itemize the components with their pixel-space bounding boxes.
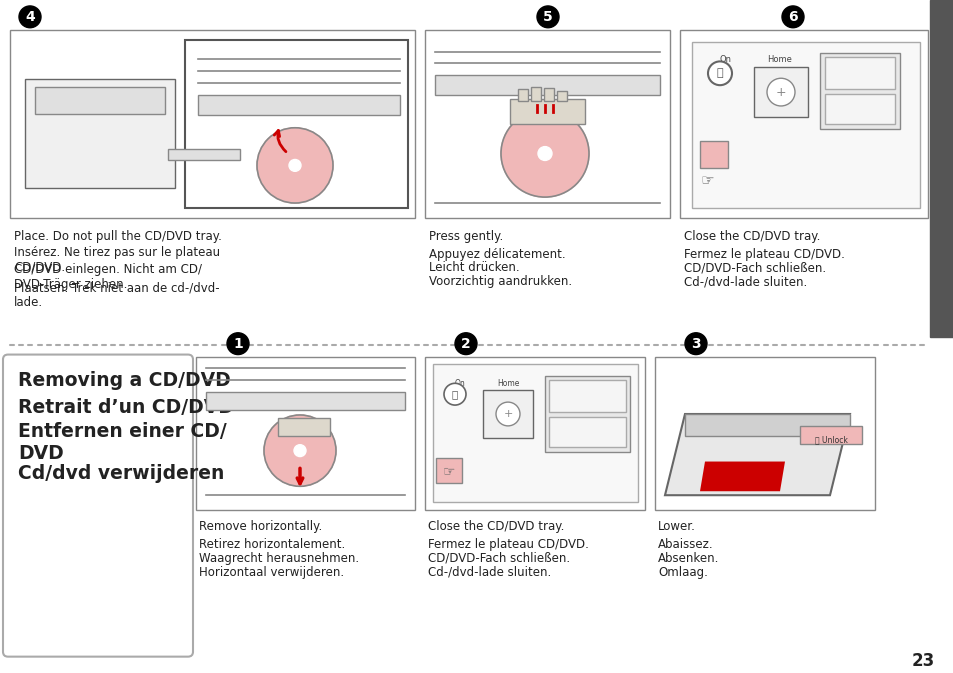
Polygon shape [700,462,784,491]
Bar [684,414,849,436]
Text: Lower.: Lower. [658,520,695,533]
Text: Abaissez.: Abaissez. [658,538,713,551]
Circle shape [443,384,465,405]
Circle shape [684,332,706,355]
Text: Retrait d’un CD/DVD: Retrait d’un CD/DVD [18,398,233,417]
Text: CD/DVD-Fach schließen.: CD/DVD-Fach schließen. [683,262,825,275]
Text: 1: 1 [233,336,243,351]
Bar [557,91,566,101]
Text: 2: 2 [460,336,471,351]
Circle shape [19,6,41,28]
Text: CD/DVD einlegen. Nicht am CD/
DVD-Träger ziehen.: CD/DVD einlegen. Nicht am CD/ DVD-Träger… [14,263,202,291]
Text: Cd/dvd verwijderen: Cd/dvd verwijderen [18,464,224,483]
Text: ⏻: ⏻ [716,68,722,78]
Circle shape [294,445,306,456]
Text: 23: 23 [911,651,934,670]
Bar [700,141,727,168]
Text: Close the CD/DVD tray.: Close the CD/DVD tray. [683,229,820,243]
Bar [548,417,625,447]
Bar [510,99,584,124]
Text: Home: Home [767,55,792,65]
Circle shape [455,332,476,355]
Text: 5: 5 [542,10,553,24]
Text: On: On [720,55,731,65]
Bar [198,95,399,115]
Bar [424,357,644,510]
Text: 6: 6 [787,10,797,24]
Text: Home: Home [497,380,518,388]
Circle shape [537,6,558,28]
Circle shape [500,110,588,197]
Bar [679,30,927,218]
Text: +: + [503,409,512,419]
Bar [800,426,862,444]
Text: Fermez le plateau CD/DVD.: Fermez le plateau CD/DVD. [683,248,844,260]
Text: Retirez horizontalement.: Retirez horizontalement. [199,538,345,551]
Text: 4: 4 [25,10,35,24]
Bar [824,94,894,124]
Text: Remove horizontally.: Remove horizontally. [199,520,322,533]
Bar [548,380,625,412]
Text: +: + [775,85,785,99]
Text: Cd-/dvd-lade sluiten.: Cd-/dvd-lade sluiten. [683,275,806,288]
Bar [929,0,953,336]
Text: Insérez. Ne tirez pas sur le plateau
CD/DVD.: Insérez. Ne tirez pas sur le plateau CD/… [14,246,220,274]
Text: Leicht drücken.: Leicht drücken. [429,262,519,275]
Text: ☞: ☞ [442,464,455,479]
Bar [543,88,554,101]
Bar [433,365,638,502]
Bar [824,57,894,89]
Bar [517,89,527,101]
Text: Press gently.: Press gently. [429,229,503,243]
Circle shape [227,332,249,355]
Polygon shape [664,414,849,495]
Bar [168,149,240,160]
Circle shape [707,61,731,85]
Bar [25,79,174,188]
Circle shape [256,128,333,203]
Text: 🔓 Unlock: 🔓 Unlock [814,436,846,445]
Bar [482,390,533,437]
Text: Voorzichtig aandrukken.: Voorzichtig aandrukken. [429,275,572,288]
Text: Close the CD/DVD tray.: Close the CD/DVD tray. [428,520,564,533]
Text: Appuyez délicatement.: Appuyez délicatement. [429,248,565,260]
Bar [820,53,899,129]
Bar [753,67,807,117]
Circle shape [766,78,794,106]
Text: Removing a CD/DVD: Removing a CD/DVD [18,371,231,390]
Circle shape [537,147,552,160]
Bar [424,30,669,218]
Bar [185,40,408,208]
Bar [35,87,165,114]
FancyBboxPatch shape [3,355,193,657]
Text: Place. Do not pull the CD/DVD tray.: Place. Do not pull the CD/DVD tray. [14,229,222,243]
Circle shape [264,415,335,487]
Text: CD/DVD-Fach schließen.: CD/DVD-Fach schließen. [428,552,570,565]
Text: Plaatsen. Trek niet aan de cd-/dvd-
lade.: Plaatsen. Trek niet aan de cd-/dvd- lade… [14,281,219,310]
Bar [531,87,540,101]
Bar [277,418,330,436]
Text: On: On [455,380,465,388]
Bar [544,376,629,452]
Circle shape [496,402,519,426]
Text: 3: 3 [691,336,700,351]
Text: Entfernen einer CD/
DVD: Entfernen einer CD/ DVD [18,422,227,463]
Text: ☞: ☞ [700,174,713,188]
Text: Cd-/dvd-lade sluiten.: Cd-/dvd-lade sluiten. [428,565,551,579]
Text: Horizontaal verwijderen.: Horizontaal verwijderen. [199,565,344,579]
Text: Absenken.: Absenken. [658,552,719,565]
Bar [10,30,415,218]
Bar [206,392,405,410]
Circle shape [781,6,803,28]
Bar [435,75,659,95]
Text: Omlaag.: Omlaag. [658,565,707,579]
Bar [655,357,874,510]
Circle shape [289,160,301,172]
Bar [436,458,461,483]
Text: Waagrecht herausnehmen.: Waagrecht herausnehmen. [199,552,358,565]
Text: ⏻: ⏻ [452,389,457,399]
Bar [195,357,415,510]
Text: Fermez le plateau CD/DVD.: Fermez le plateau CD/DVD. [428,538,588,551]
Bar [691,42,919,208]
